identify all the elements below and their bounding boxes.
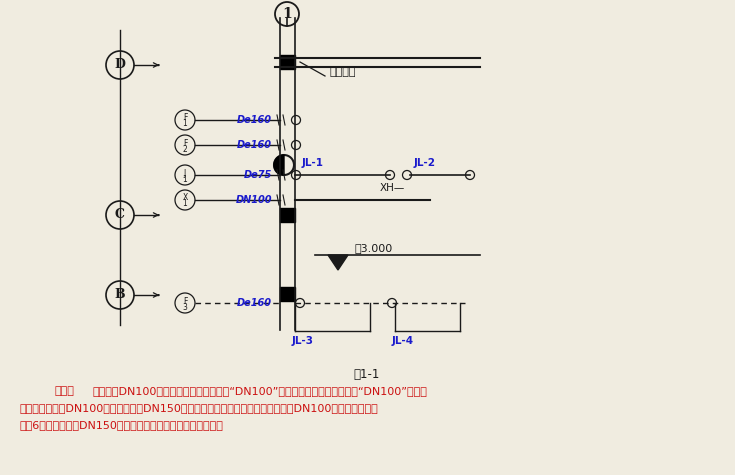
Text: 1: 1	[182, 120, 187, 129]
Text: D: D	[115, 58, 126, 72]
Text: 额（6册）中已经按DN150的人工费、材料费、机械费计入了。: 额（6册）中已经按DN150的人工费、材料费、机械费计入了。	[20, 420, 224, 430]
Text: F: F	[183, 296, 187, 305]
Text: 3: 3	[182, 303, 187, 312]
Text: 图1-1: 图1-1	[354, 368, 380, 381]
Bar	[280, 55, 295, 69]
Text: 真正的管径不是DN100的，而应该是DN150，比被套管的管径大，否则穿不过去。DN100防水套管这一定: 真正的管径不是DN100的，而应该是DN150，比被套管的管径大，否则穿不过去。…	[20, 403, 379, 413]
Text: 1: 1	[182, 200, 187, 209]
Bar	[280, 287, 295, 301]
Text: 注意：: 注意：	[55, 386, 75, 396]
Text: 2: 2	[182, 144, 187, 153]
Text: JL-4: JL-4	[392, 336, 414, 346]
Text: JL-2: JL-2	[414, 158, 436, 168]
Text: J: J	[184, 169, 186, 178]
Text: JL-1: JL-1	[302, 158, 324, 168]
Polygon shape	[274, 155, 284, 175]
Text: XH—: XH—	[380, 183, 405, 193]
Text: 1: 1	[182, 174, 187, 183]
Polygon shape	[328, 255, 348, 270]
Text: －3.000: －3.000	[355, 243, 393, 253]
Text: F: F	[183, 139, 187, 148]
Text: C: C	[115, 209, 125, 221]
Text: 1: 1	[282, 7, 292, 21]
Text: De160: De160	[237, 298, 272, 308]
Text: X: X	[182, 193, 187, 202]
Text: De160: De160	[237, 115, 272, 125]
Text: DN100: DN100	[235, 195, 272, 205]
Text: De160: De160	[237, 140, 272, 150]
Bar	[280, 208, 295, 222]
Text: B: B	[115, 288, 125, 302]
Text: 入户管为DN100，那么防水套管规格即为“DN100”的，该防水套管的规格虽是“DN100”，但其: 入户管为DN100，那么防水套管规格即为“DN100”的，该防水套管的规格虽是“…	[93, 386, 428, 396]
Text: F: F	[183, 114, 187, 123]
Text: De75: De75	[244, 170, 272, 180]
Text: JL-3: JL-3	[292, 336, 314, 346]
Text: 防水套管: 防水套管	[330, 67, 356, 77]
